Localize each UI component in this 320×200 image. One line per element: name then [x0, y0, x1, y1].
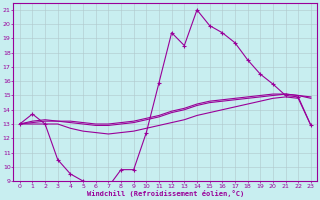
X-axis label: Windchill (Refroidissement éolien,°C): Windchill (Refroidissement éolien,°C) [87, 190, 244, 197]
